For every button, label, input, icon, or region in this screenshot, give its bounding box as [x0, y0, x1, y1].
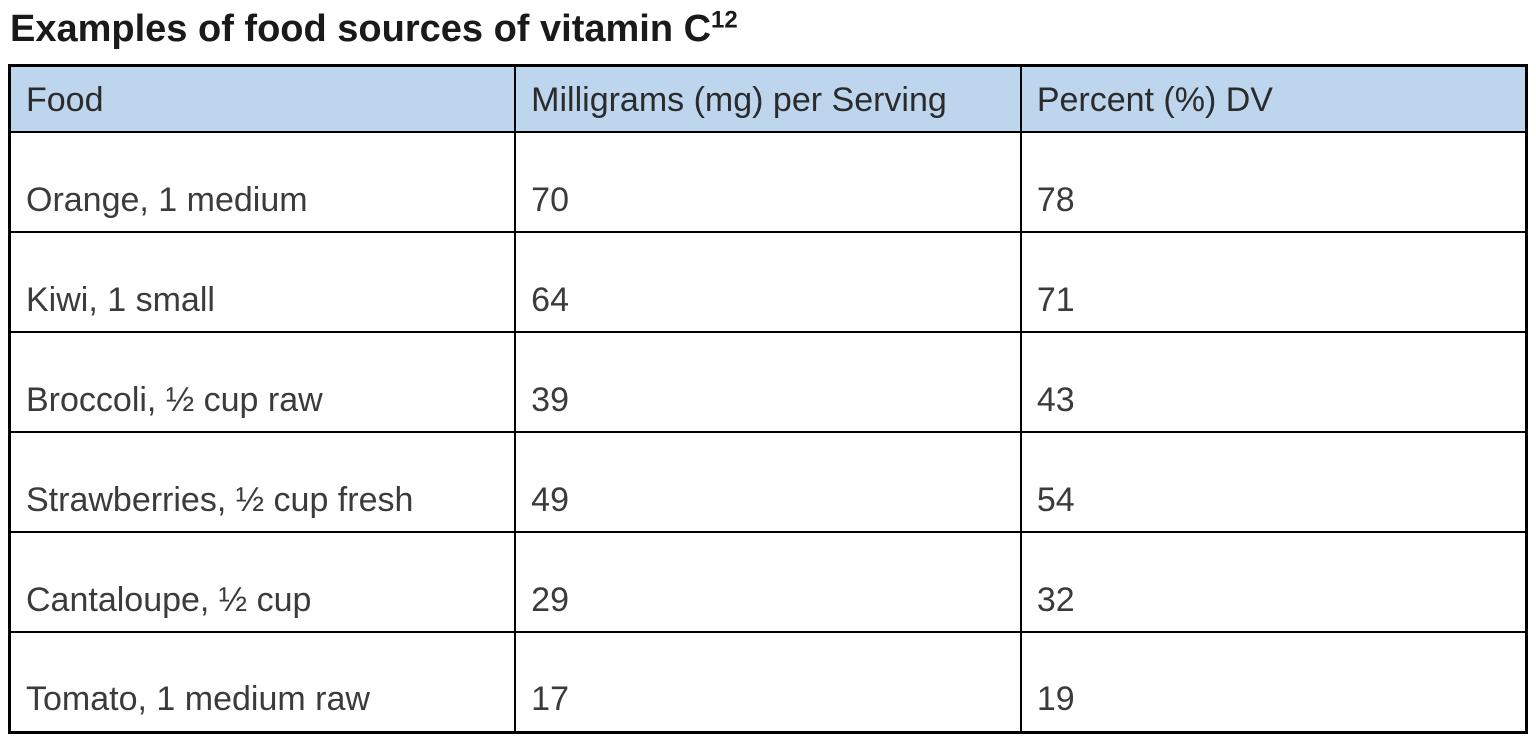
dv-cell: 54	[1019, 431, 1528, 533]
food-cell: Tomato, 1 medium raw	[8, 631, 517, 733]
mg-cell: 39	[514, 331, 1022, 433]
column-header-percent-dv: Percent (%) DV	[1019, 64, 1528, 133]
food-cell: Orange, 1 medium	[8, 131, 517, 233]
column-header-food: Food	[8, 64, 517, 133]
table-row: Broccoli, ½ cup raw 39 43	[8, 331, 1528, 433]
mg-cell: 17	[514, 631, 1022, 733]
title-footnote-superscript: 12	[711, 6, 738, 34]
dv-cell: 71	[1019, 231, 1528, 333]
table-row: Tomato, 1 medium raw 17 19	[8, 631, 1528, 733]
food-cell: Strawberries, ½ cup fresh	[8, 431, 517, 533]
dv-cell: 32	[1019, 531, 1528, 633]
dv-cell: 19	[1019, 631, 1528, 733]
table-row: Kiwi, 1 small 64 71	[8, 231, 1528, 333]
page-title-text: Examples of food sources of vitamin C	[10, 8, 712, 50]
food-cell: Broccoli, ½ cup raw	[8, 331, 517, 433]
food-cell: Kiwi, 1 small	[8, 231, 517, 333]
table-header-row: Food Milligrams (mg) per Serving Percent…	[8, 64, 1528, 133]
dv-cell: 43	[1019, 331, 1528, 433]
food-cell: Cantaloupe, ½ cup	[8, 531, 517, 633]
mg-cell: 70	[514, 131, 1022, 233]
mg-cell: 29	[514, 531, 1022, 633]
mg-cell: 64	[514, 231, 1022, 333]
dv-cell: 78	[1019, 131, 1528, 233]
table-row: Cantaloupe, ½ cup 29 32	[8, 531, 1528, 633]
column-header-milligrams: Milligrams (mg) per Serving	[514, 64, 1022, 133]
table-row: Strawberries, ½ cup fresh 49 54	[8, 431, 1528, 533]
vitamin-c-food-sources-table: Food Milligrams (mg) per Serving Percent…	[8, 63, 1528, 734]
page-title: Examples of food sources of vitamin C12	[10, 6, 1528, 54]
table-row: Orange, 1 medium 70 78	[8, 131, 1528, 233]
mg-cell: 49	[514, 431, 1022, 533]
